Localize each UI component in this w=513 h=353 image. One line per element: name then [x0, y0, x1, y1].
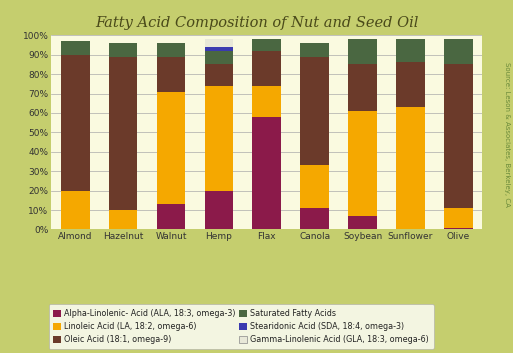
Bar: [252, 117, 281, 229]
Bar: [348, 39, 377, 64]
Bar: [205, 191, 233, 229]
Bar: [300, 208, 329, 229]
Bar: [61, 191, 90, 229]
Bar: [252, 51, 281, 86]
Bar: [252, 86, 281, 117]
Bar: [396, 62, 425, 107]
Bar: [205, 39, 233, 47]
Bar: [396, 39, 425, 62]
Bar: [109, 210, 137, 229]
Legend: Alpha-Linolenic- Acid (ALA, 18:3, omega-3), Linoleic Acid (LA, 18:2, omega-6), O: Alpha-Linolenic- Acid (ALA, 18:3, omega-…: [49, 304, 433, 349]
Bar: [156, 56, 185, 91]
Bar: [205, 51, 233, 64]
Bar: [444, 208, 472, 227]
Bar: [300, 165, 329, 208]
Bar: [348, 216, 377, 229]
Bar: [156, 43, 185, 56]
Bar: [444, 39, 472, 64]
Text: Source: Leson & Associates, Berkeley, CA: Source: Leson & Associates, Berkeley, CA: [504, 62, 510, 207]
Bar: [109, 43, 137, 56]
Bar: [252, 39, 281, 51]
Bar: [444, 227, 472, 229]
Bar: [348, 64, 377, 111]
Bar: [61, 41, 90, 55]
Bar: [396, 107, 425, 229]
Bar: [61, 55, 90, 191]
Bar: [156, 204, 185, 229]
Bar: [205, 64, 233, 86]
Bar: [348, 111, 377, 216]
Bar: [205, 86, 233, 191]
Bar: [109, 57, 137, 210]
Text: Fatty Acid Composition of Nut and Seed Oil: Fatty Acid Composition of Nut and Seed O…: [95, 16, 418, 30]
Bar: [444, 64, 472, 208]
Bar: [205, 47, 233, 51]
Bar: [156, 91, 185, 204]
Bar: [300, 57, 329, 165]
Bar: [300, 43, 329, 56]
